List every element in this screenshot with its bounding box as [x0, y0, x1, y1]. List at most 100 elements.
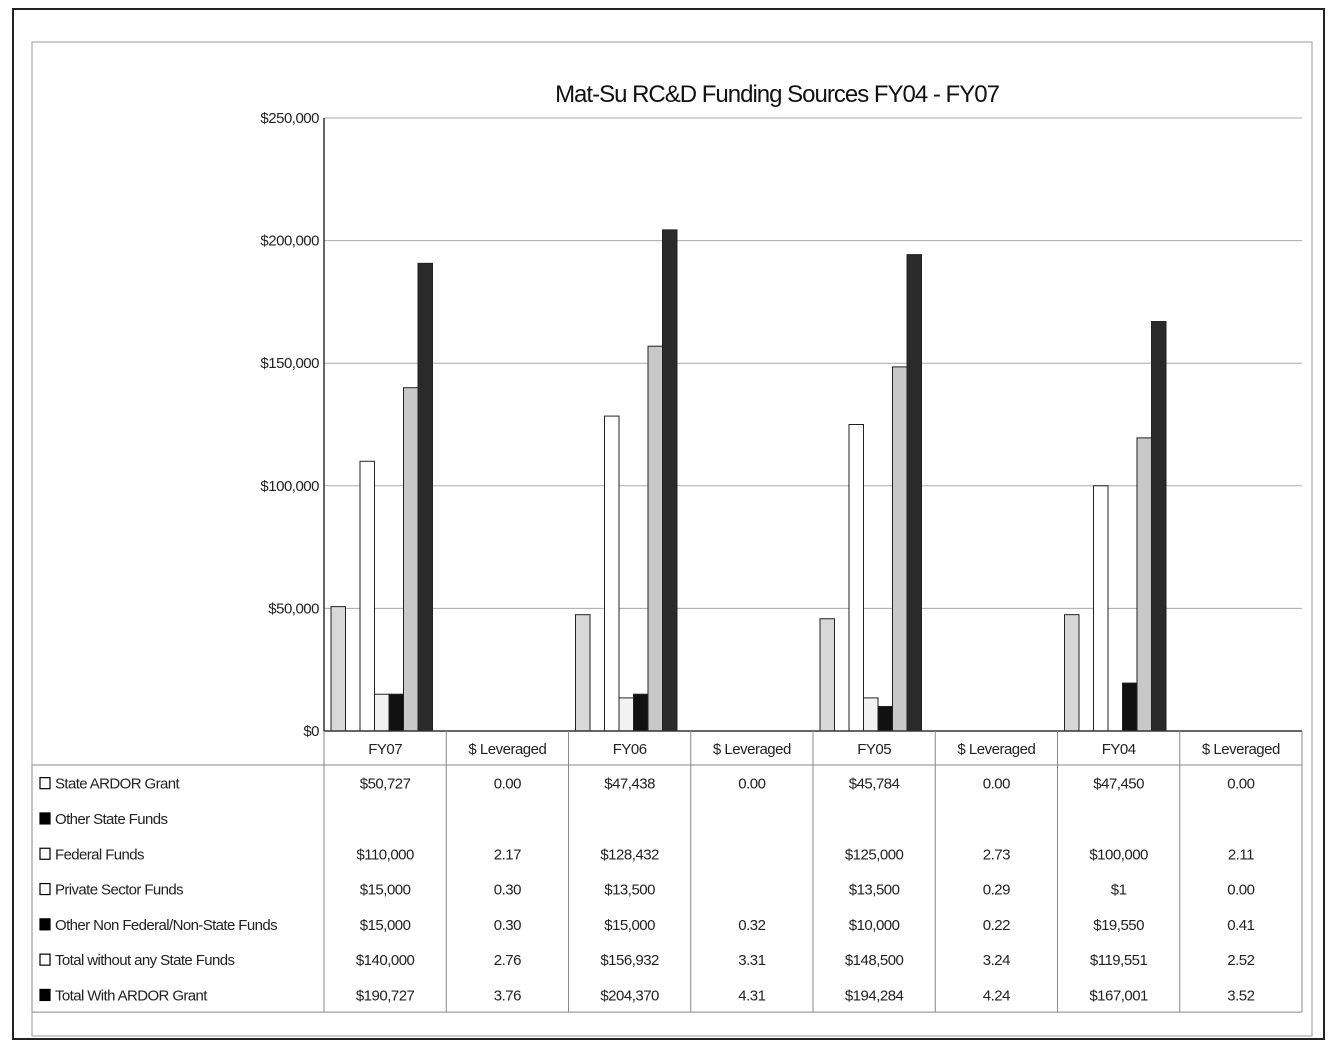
table-cell: $190,727	[356, 987, 415, 1004]
table-cell: $45,784	[849, 776, 900, 793]
bar-state-ardor-grant	[1064, 614, 1080, 732]
table-cell: 2.73	[983, 846, 1010, 863]
series-label: Other Non Federal/Non-State Funds	[55, 917, 277, 934]
bar-total-without-any-state-funds	[892, 366, 908, 732]
table-cell: 0.41	[1227, 917, 1254, 934]
bar-federal-funds	[848, 424, 864, 732]
y-tick-label: $250,000	[260, 110, 319, 127]
table-cell: 0.00	[738, 776, 765, 793]
bar-state-ardor-grant	[575, 614, 591, 732]
category-label: $ Leveraged	[1202, 741, 1280, 758]
bar-federal-funds	[1093, 485, 1109, 732]
table-cell: $10,000	[849, 917, 900, 934]
table-cell: $167,001	[1089, 987, 1148, 1004]
table-cell: 0.00	[494, 776, 521, 793]
table-cell: 0.00	[983, 776, 1010, 793]
table-cell: $50,727	[360, 776, 411, 793]
table-cell: $19,550	[1093, 917, 1144, 934]
y-tick-label: $150,000	[260, 355, 319, 372]
table-cell: 0.30	[494, 882, 521, 899]
table-cell: 3.76	[494, 987, 521, 1004]
bar-other-non-federal-non-state-funds	[877, 705, 893, 732]
table-cell: $204,370	[600, 987, 659, 1004]
table-cell: 0.29	[983, 882, 1010, 899]
table-cell: 0.32	[738, 917, 765, 934]
table-cell: 0.00	[1227, 882, 1254, 899]
table-cell: $15,000	[360, 917, 411, 934]
table-cell: $110,000	[356, 846, 414, 863]
bar-private-sector-funds	[618, 697, 634, 732]
table-cell: 0.22	[983, 917, 1010, 934]
bar-private-sector-funds	[374, 693, 390, 732]
bar-total-with-ardor-grant	[417, 262, 433, 732]
series-label: Total With ARDOR Grant	[55, 987, 208, 1004]
table-cell: $148,500	[845, 952, 904, 969]
bar-state-ardor-grant	[330, 606, 346, 732]
table-cell: $140,000	[356, 952, 415, 969]
table-cell: 2.17	[494, 846, 521, 863]
bar-other-non-federal-non-state-funds	[633, 693, 649, 732]
bar-other-non-federal-non-state-funds	[1122, 682, 1138, 732]
category-label: FY05	[857, 741, 891, 758]
bar-federal-funds	[604, 415, 620, 732]
bar-federal-funds	[359, 460, 375, 732]
series-label: Other State Funds	[55, 811, 167, 828]
legend-marker	[39, 953, 51, 966]
series-label: Private Sector Funds	[55, 882, 183, 899]
table-cell: $47,438	[604, 776, 655, 793]
funding-chart: Mat-Su RC&D Funding Sources FY04 - FY07 …	[31, 41, 1313, 1037]
table-cell: $13,500	[604, 882, 655, 899]
table-cell: $15,000	[604, 917, 655, 934]
category-label: FY07	[368, 741, 402, 758]
y-tick-label: $100,000	[260, 478, 319, 495]
category-label: $ Leveraged	[713, 741, 791, 758]
legend-marker	[39, 847, 51, 860]
table-cell: $119,551	[1090, 952, 1148, 969]
table-cell: $47,450	[1093, 776, 1144, 793]
table-cell: $128,432	[600, 846, 659, 863]
chart-title: Mat-Su RC&D Funding Sources FY04 - FY07	[555, 81, 1000, 108]
bar-private-sector-funds	[863, 697, 879, 732]
table-cell: 0.00	[1227, 776, 1254, 793]
table-cell: 2.11	[1228, 846, 1254, 863]
table-cell: $13,500	[849, 882, 900, 899]
table-cell: 3.24	[983, 952, 1010, 969]
y-tick-label: $50,000	[268, 600, 319, 617]
bar-state-ardor-grant	[819, 618, 835, 732]
legend-marker	[39, 988, 51, 1002]
table-cell: $15,000	[360, 882, 411, 899]
y-tick-label: $200,000	[260, 233, 319, 250]
chart-frame: Mat-Su RC&D Funding Sources FY04 - FY07 …	[12, 8, 1325, 1040]
table-cell: 0.30	[494, 917, 521, 934]
bar-total-with-ardor-grant	[1151, 321, 1167, 732]
table-cell: 2.52	[1227, 952, 1254, 969]
category-label: FY04	[1102, 741, 1136, 758]
table-cell: 3.31	[738, 952, 765, 969]
table-cell: $100,000	[1089, 846, 1148, 863]
bar-other-non-federal-non-state-funds	[388, 693, 404, 732]
category-label: $ Leveraged	[468, 741, 546, 758]
category-label: $ Leveraged	[957, 741, 1035, 758]
table-cell: 4.24	[983, 987, 1010, 1004]
table-cell: $125,000	[845, 846, 904, 863]
bar-total-without-any-state-funds	[647, 345, 663, 732]
table-cell: 4.31	[738, 987, 765, 1004]
table-cell: 3.52	[1227, 987, 1254, 1004]
legend-marker	[39, 812, 51, 825]
table-cell: 2.76	[494, 952, 521, 969]
series-label: Total without any State Funds	[55, 952, 234, 969]
series-label: Federal Funds	[55, 846, 144, 863]
bar-total-without-any-state-funds	[1136, 437, 1152, 732]
legend-marker	[39, 918, 51, 931]
table-cell: $194,284	[845, 987, 904, 1004]
bar-total-with-ardor-grant	[906, 254, 922, 732]
legend-marker	[39, 777, 51, 790]
bar-total-with-ardor-grant	[662, 229, 678, 732]
y-tick-label: $0	[303, 723, 319, 740]
legend-marker	[39, 882, 51, 896]
bar-total-without-any-state-funds	[403, 387, 419, 732]
category-label: FY06	[613, 741, 647, 758]
table-cell: $156,932	[600, 952, 659, 969]
table-cell: $1	[1111, 882, 1127, 899]
series-label: State ARDOR Grant	[55, 776, 180, 793]
